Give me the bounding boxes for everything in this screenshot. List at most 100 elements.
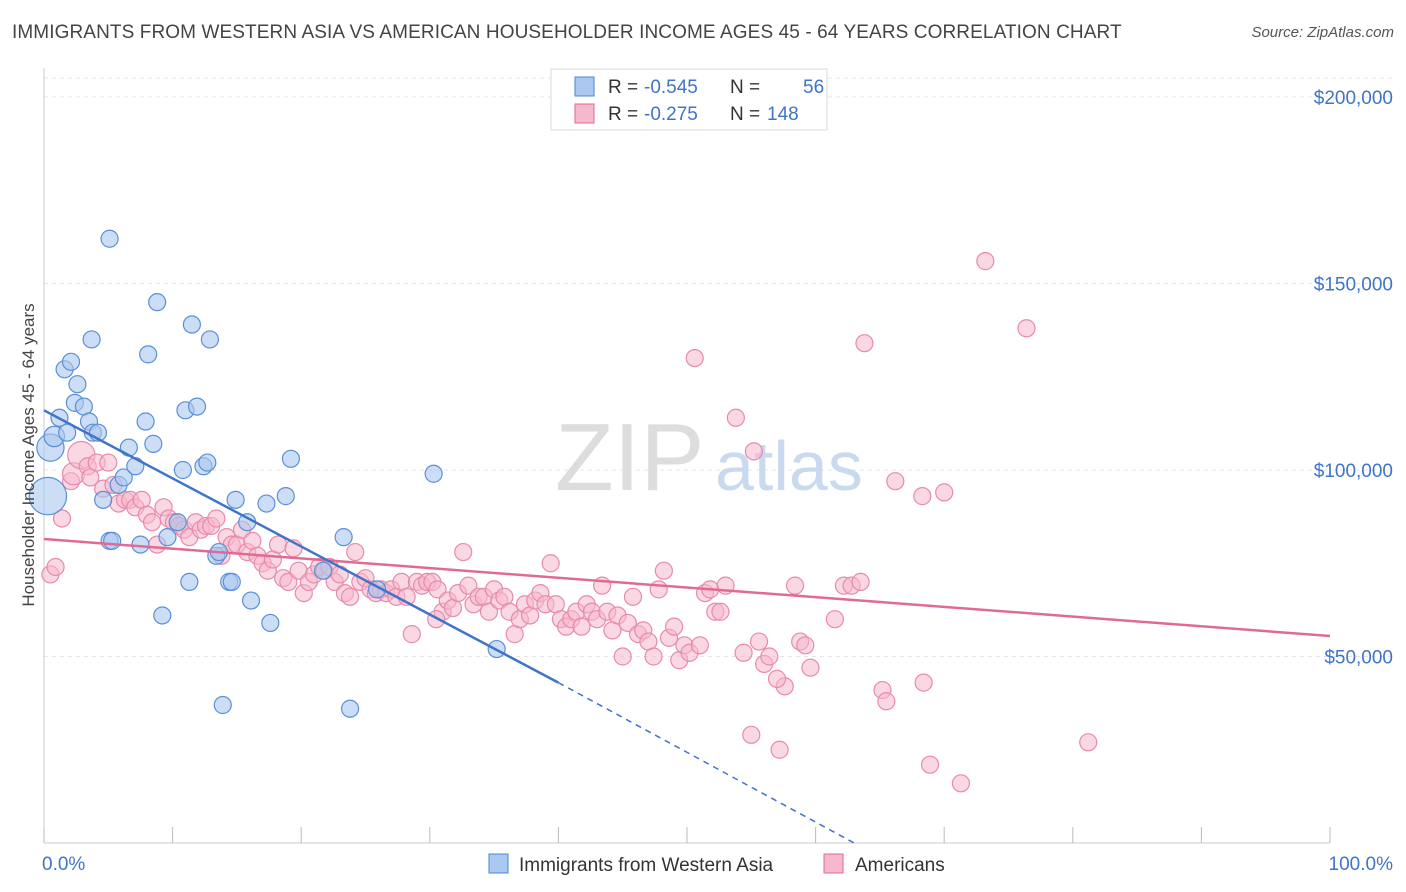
- legend-n-value-pink: 148: [767, 104, 799, 125]
- point-americans: [913, 487, 932, 506]
- point-americans: [935, 483, 954, 502]
- point-americans: [618, 613, 637, 633]
- legend-swatch-blue: [574, 76, 595, 97]
- point-immigrants-western-asia: [94, 490, 113, 509]
- point-immigrants-western-asia: [424, 464, 443, 483]
- point-americans: [690, 636, 709, 655]
- legend-swatch-pink: [574, 103, 595, 124]
- point-americans: [142, 513, 162, 532]
- gridlines: [44, 77, 1395, 657]
- point-americans: [920, 755, 940, 774]
- point-immigrants-western-asia: [334, 528, 353, 547]
- point-immigrants-western-asia: [139, 345, 158, 364]
- point-immigrants-western-asia: [180, 572, 199, 592]
- point-immigrants-western-asia: [187, 397, 207, 416]
- point-immigrants-western-asia: [144, 434, 163, 453]
- point-immigrants-western-asia: [340, 699, 360, 718]
- point-americans: [654, 561, 673, 580]
- point-americans: [644, 647, 663, 666]
- watermark-atlas: atlas: [715, 427, 863, 505]
- point-immigrants-western-asia: [126, 457, 145, 476]
- trend-line-extension-dashed: [558, 681, 855, 844]
- legend-top: R = -0.545 N = 56 R = -0.275 N = 148: [550, 68, 828, 131]
- x-tick-label: 0.0%: [42, 854, 85, 875]
- legend-bottom: Immigrants from Western Asia Americans: [488, 853, 945, 876]
- point-americans: [207, 509, 226, 528]
- y-tick-label: $100,000: [1314, 461, 1393, 482]
- y-axis-label: Householder Income Ages 45 - 64 years: [19, 303, 38, 606]
- point-americans: [785, 576, 805, 595]
- watermark-zip: ZIP: [555, 404, 704, 511]
- legend-bottom-swatch-blue: [488, 853, 509, 874]
- point-americans: [613, 647, 632, 666]
- point-immigrants-western-asia: [226, 490, 245, 509]
- point-americans: [665, 617, 684, 636]
- legend-r-label-blue: R =: [608, 77, 638, 98]
- legend-r-value-pink: -0.275: [644, 104, 698, 125]
- x-tick-label: 100.0%: [1329, 854, 1394, 875]
- point-immigrants-western-asia: [58, 423, 77, 442]
- point-americans: [976, 252, 995, 271]
- legend-r-label-pink: R =: [608, 104, 638, 125]
- y-tick-label: $150,000: [1314, 275, 1393, 296]
- point-immigrants-western-asia: [168, 513, 187, 532]
- point-americans: [855, 334, 874, 353]
- point-immigrants-western-asia: [153, 606, 172, 625]
- y-tick-label: $200,000: [1314, 88, 1393, 109]
- point-immigrants-western-asia: [257, 494, 276, 513]
- point-americans: [760, 647, 779, 666]
- point-immigrants-western-asia: [182, 315, 201, 334]
- point-immigrants-western-asia: [198, 453, 217, 472]
- point-americans: [744, 442, 763, 461]
- point-immigrants-western-asia: [28, 476, 68, 516]
- point-americans: [479, 602, 499, 621]
- legend-n-label-pink: N =: [730, 104, 760, 125]
- point-immigrants-western-asia: [136, 412, 155, 431]
- point-immigrants-western-asia: [119, 438, 138, 457]
- point-americans: [279, 572, 298, 592]
- point-americans: [886, 472, 905, 491]
- point-americans: [749, 632, 769, 651]
- point-americans: [914, 673, 933, 692]
- point-immigrants-western-asia: [313, 561, 333, 580]
- point-immigrants-western-asia: [68, 375, 87, 394]
- point-immigrants-western-asia: [148, 293, 167, 312]
- point-immigrants-western-asia: [100, 229, 119, 248]
- point-americans: [1017, 319, 1036, 338]
- tick-labels: $50,000 $100,000 $150,000 $200,000 0.0% 100.0…: [42, 88, 1393, 875]
- point-immigrants-western-asia: [82, 330, 101, 349]
- point-americans: [340, 587, 360, 606]
- point-immigrants-western-asia: [103, 531, 122, 550]
- point-immigrants-western-asia: [276, 487, 295, 506]
- point-americans: [770, 740, 789, 759]
- point-americans: [851, 572, 870, 592]
- point-americans: [402, 625, 421, 644]
- point-americans: [742, 725, 761, 744]
- point-americans: [541, 554, 560, 573]
- point-americans: [330, 565, 349, 584]
- legend-n-value-blue: 56: [803, 77, 824, 98]
- trend-lines: [43, 409, 1331, 844]
- point-immigrants-western-asia: [213, 695, 232, 715]
- trend-line-americans: [43, 537, 1331, 638]
- point-americans: [346, 542, 365, 562]
- point-americans: [649, 580, 668, 599]
- source-label: Source: ZipAtlas.com: [1251, 24, 1394, 41]
- point-immigrants-western-asia: [173, 460, 192, 480]
- legend-bottom-label-blue: Immigrants from Western Asia: [519, 855, 774, 876]
- point-americans: [796, 636, 815, 655]
- point-americans: [801, 658, 820, 677]
- point-americans: [99, 453, 118, 472]
- series-americans: [41, 252, 1098, 793]
- point-immigrants-western-asia: [222, 572, 241, 592]
- point-americans: [572, 617, 591, 636]
- point-americans: [454, 542, 473, 562]
- y-tick-label: $50,000: [1324, 648, 1393, 669]
- point-americans: [877, 692, 896, 711]
- legend-bottom-swatch-pink: [823, 853, 844, 874]
- legend-n-label-blue: N =: [730, 77, 760, 98]
- point-immigrants-western-asia: [200, 330, 219, 349]
- point-immigrants-western-asia: [281, 449, 301, 468]
- point-americans: [767, 669, 787, 688]
